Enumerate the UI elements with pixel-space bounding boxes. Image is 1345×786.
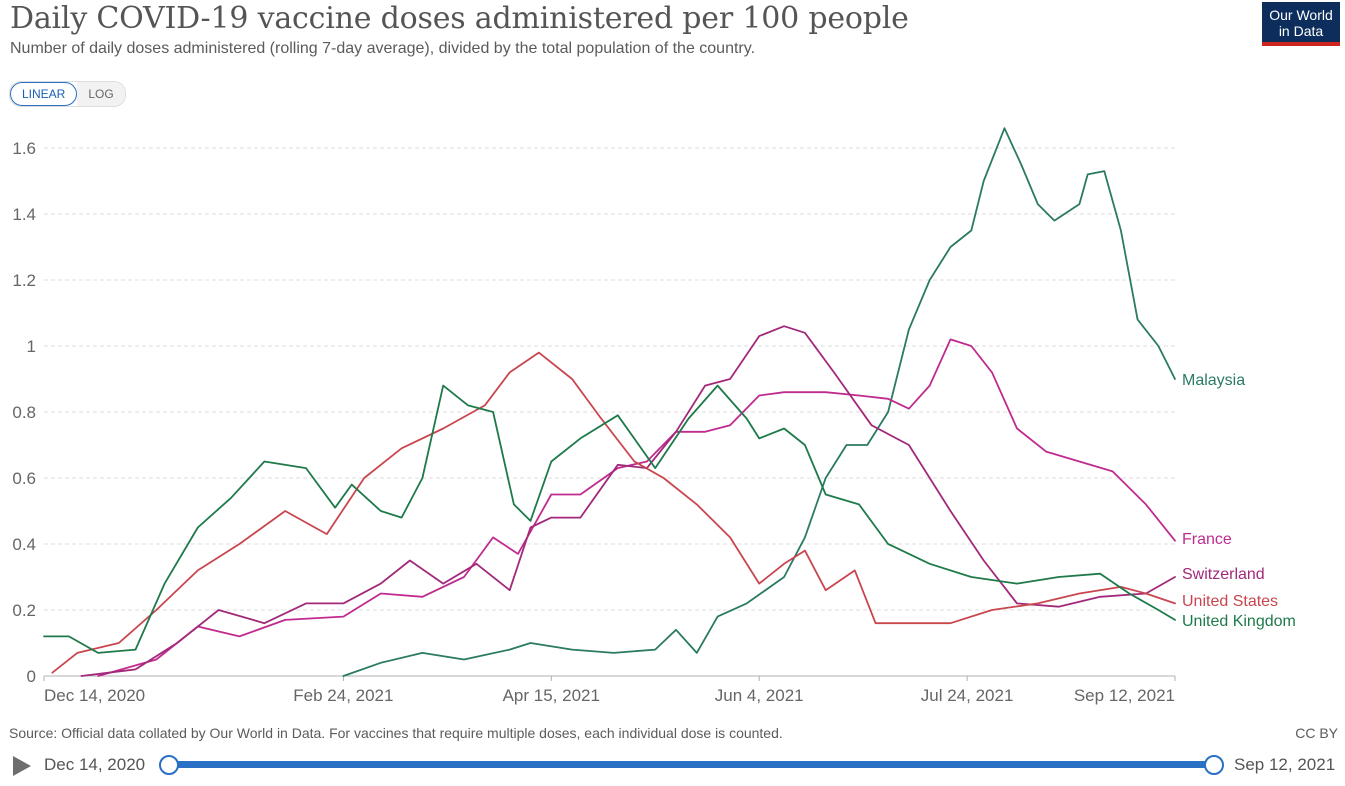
series-label-united-kingdom[interactable]: United Kingdom	[1182, 613, 1296, 630]
y-tick-label: 0.8	[12, 403, 36, 422]
series-line-united-kingdom[interactable]	[43, 384, 1176, 654]
log-scale-button[interactable]: LOG	[77, 82, 125, 106]
y-tick-label: 1.2	[12, 271, 36, 290]
chart-title: Daily COVID-19 vaccine doses administere…	[10, 1, 909, 36]
series-label-switzerland[interactable]: Switzerland	[1182, 566, 1265, 583]
source-note: Source: Official data collated by Our Wo…	[9, 725, 783, 741]
y-tick-label: 0.4	[12, 535, 36, 554]
y-tick-label: 0.6	[12, 469, 36, 488]
play-icon[interactable]	[13, 756, 31, 776]
x-tick-label: Feb 24, 2021	[293, 686, 393, 705]
timeline-slider: Dec 14, 2020 Sep 12, 2021	[0, 748, 1345, 782]
x-tick-label: Apr 15, 2021	[503, 686, 600, 705]
series-line-malaysia[interactable]	[342, 127, 1176, 677]
series-label-france[interactable]: France	[1182, 531, 1232, 548]
timeline-start-label: Dec 14, 2020	[44, 755, 146, 774]
y-tick-label: 1	[27, 337, 36, 356]
series-line-united-states[interactable]	[51, 351, 1176, 674]
license-link[interactable]: CC BY	[1295, 725, 1338, 741]
owid-logo[interactable]: Our World in Data	[1262, 2, 1340, 46]
linear-scale-button[interactable]: LINEAR	[10, 82, 78, 106]
x-tick-label: Jun 4, 2021	[715, 686, 804, 705]
series-line-switzerland[interactable]	[80, 325, 1176, 677]
logo-line-2: in Data	[1278, 23, 1324, 39]
timeline-start-handle[interactable]	[159, 755, 179, 775]
y-tick-label: 0	[27, 667, 36, 686]
logo-line-1: Our World	[1269, 7, 1333, 23]
timeline-track[interactable]	[168, 761, 1214, 768]
series-line-france[interactable]	[97, 338, 1176, 677]
timeline-end-label: Sep 12, 2021	[1234, 755, 1336, 774]
x-tick-label: Dec 14, 2020	[44, 686, 145, 705]
series-label-united-states[interactable]: United States	[1182, 593, 1278, 610]
series-label-malaysia[interactable]: Malaysia	[1182, 372, 1245, 389]
timeline-end-handle[interactable]	[1204, 755, 1224, 775]
chart-subtitle: Number of daily doses administered (roll…	[10, 40, 756, 57]
y-tick-label: 1.6	[12, 139, 36, 158]
x-axis-ticks: Dec 14, 2020 Feb 24, 2021 Apr 15, 2021 Jun …	[43, 676, 1176, 705]
x-tick-label: Jul 24, 2021	[921, 686, 1014, 705]
series-labels: Malaysia France Switzerland United States Un…	[1182, 372, 1296, 630]
scale-toggle: LINEAR LOG	[9, 81, 126, 107]
line-chart: 0 0.2 0.4 0.6 0.8 1 1.2 1.4 1.6 Dec 14, 2020 Feb …	[12, 127, 1296, 705]
series-lines	[43, 127, 1176, 677]
gridlines	[44, 147, 1175, 677]
y-axis-ticks: 0 0.2 0.4 0.6 0.8 1 1.2 1.4 1.6	[12, 139, 36, 686]
y-tick-label: 1.4	[12, 205, 36, 224]
y-tick-label: 0.2	[12, 601, 36, 620]
x-tick-label: Sep 12, 2021	[1074, 686, 1175, 705]
